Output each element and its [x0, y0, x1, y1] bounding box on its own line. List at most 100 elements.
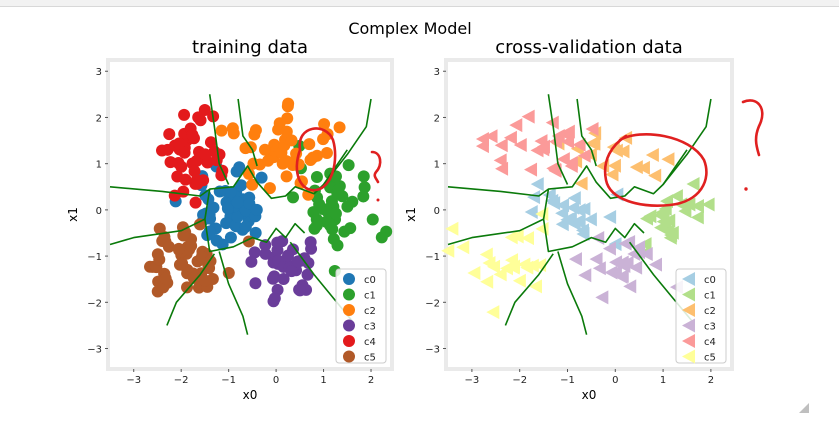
train-point-c0	[220, 217, 233, 230]
cv-point-c5	[525, 258, 539, 273]
train-point-c2	[263, 182, 276, 195]
y-tick-label: −3	[87, 345, 102, 356]
cv-point-c4	[548, 163, 562, 178]
train-point-c4	[204, 136, 217, 149]
cv-point-c4	[534, 134, 548, 149]
train-point-c3	[302, 257, 315, 270]
x-tick-label: 1	[320, 375, 326, 386]
cv-point-c2	[629, 160, 643, 175]
cv-point-c1	[662, 213, 676, 228]
train-point-c1	[331, 239, 344, 252]
train-point-c5	[172, 242, 185, 255]
legend-marker-c5	[682, 349, 695, 364]
cv-point-c3	[627, 246, 641, 261]
x-axis-label: x0	[582, 388, 597, 402]
train-point-c3	[268, 292, 281, 305]
x-tick-label: 2	[708, 375, 714, 386]
train-point-c5	[187, 271, 200, 284]
legend-marker-c0	[682, 272, 695, 286]
train-point-c3	[301, 268, 314, 281]
train-point-c2	[303, 138, 316, 151]
train-point-c2	[284, 156, 297, 169]
cv-point-c3	[578, 268, 592, 283]
cv-point-c0	[572, 203, 586, 218]
cv-point-c1	[682, 197, 696, 212]
cv-point-c2	[661, 152, 675, 167]
legend-marker-c4	[343, 335, 355, 347]
cv-point-c0	[556, 198, 570, 213]
train-point-c2	[262, 154, 275, 167]
train-point-c0	[249, 226, 262, 239]
cv-point-c0	[524, 205, 538, 220]
legend-label-c2: c2	[364, 306, 376, 317]
train-point-c0	[250, 203, 263, 216]
cv-point-c4	[484, 129, 498, 144]
train-point-c3	[277, 273, 290, 286]
train-point-c1	[357, 170, 370, 183]
cv-point-c3	[592, 261, 606, 276]
decision-boundary	[557, 251, 588, 335]
train-point-c1	[358, 181, 371, 194]
train-point-c2	[227, 127, 240, 140]
cv-point-c1	[690, 198, 704, 213]
train-point-c5	[159, 272, 172, 285]
train-point-c1	[310, 219, 323, 232]
train-point-c2	[317, 133, 330, 146]
train-point-c0	[231, 210, 244, 223]
train-point-c1	[344, 222, 357, 235]
cv-point-c1	[686, 177, 700, 192]
cv-point-c4	[475, 131, 489, 146]
resize-handle-icon[interactable]	[799, 403, 809, 413]
cv-point-c5	[445, 221, 459, 236]
y-axis-label: x1	[66, 207, 80, 222]
train-point-c4	[190, 174, 203, 187]
decision-boundary	[204, 188, 306, 253]
legend-label-c1: c1	[364, 291, 376, 302]
decision-boundary	[322, 98, 372, 185]
train-point-c4	[178, 108, 191, 121]
cv-point-c1	[678, 204, 692, 219]
cv-point-c5	[456, 240, 470, 255]
train-point-c4	[213, 148, 226, 161]
decision-boundary	[447, 218, 544, 246]
annotation-dot-cv	[744, 187, 748, 191]
decision-boundary	[208, 94, 230, 185]
cv-point-c3	[649, 257, 663, 272]
y-tick-label: 2	[96, 113, 102, 124]
cv-point-c0	[560, 212, 574, 227]
y-tick-label: 3	[434, 67, 440, 78]
train-point-c0	[224, 186, 237, 199]
train-point-c2	[285, 134, 298, 147]
cv-point-c4	[577, 148, 591, 163]
cv-point-c4	[521, 109, 535, 124]
train-point-c2	[281, 112, 294, 125]
train-point-c0	[231, 196, 244, 209]
train-point-c5	[153, 222, 166, 235]
decision-boundary	[237, 98, 258, 167]
annotation-dot-training	[376, 198, 380, 202]
train-point-c2	[282, 97, 295, 110]
x-tick-label: 2	[368, 375, 374, 386]
panel-title: training data	[192, 37, 308, 58]
cv-point-c4	[524, 162, 538, 177]
legend-label-c0: c0	[364, 275, 376, 286]
legend-label-c5: c5	[704, 353, 716, 364]
train-point-c3	[259, 247, 272, 260]
train-point-c4	[215, 169, 228, 182]
train-point-c2	[306, 151, 319, 164]
cv-point-c3	[589, 252, 603, 267]
cv-point-c3	[604, 265, 618, 280]
cv-point-c5	[528, 279, 542, 294]
x-tick-label: 0	[273, 375, 279, 386]
legend-label-c5: c5	[364, 353, 376, 364]
train-point-c1	[375, 231, 388, 244]
cv-point-c2	[645, 147, 659, 162]
axes-frame	[444, 58, 734, 371]
axes-frame	[106, 58, 394, 371]
train-point-c3	[304, 236, 317, 249]
x-tick-label: −3	[126, 375, 141, 386]
y-axis-label: x1	[404, 207, 418, 222]
train-point-c4	[199, 148, 212, 161]
train-point-c0	[235, 179, 248, 192]
